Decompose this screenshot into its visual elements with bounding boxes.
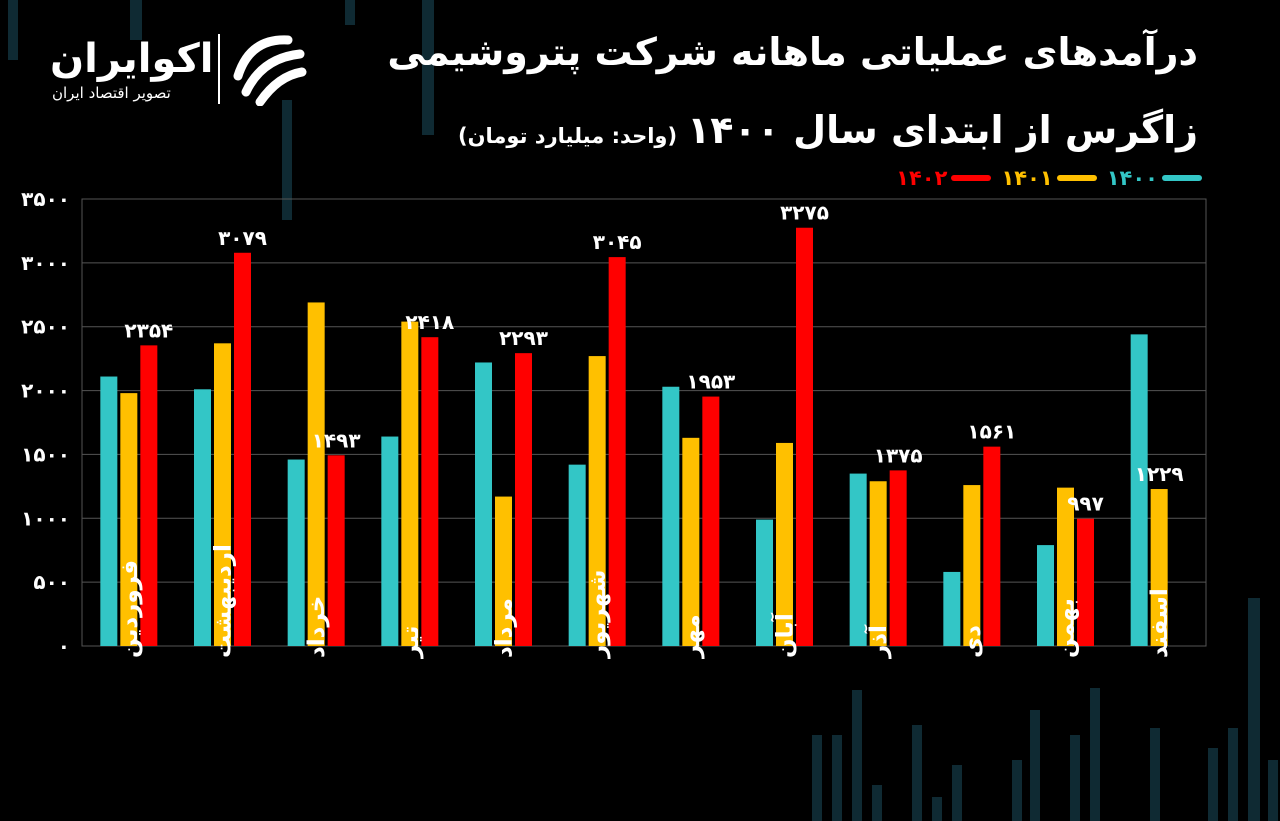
bar-۱۴۰۲-0 [140,345,158,646]
x-category-label: بهمن [1054,598,1080,658]
bar-۱۴۰۱-10 [1057,487,1074,646]
bar-۱۴۰۲-8 [889,470,907,646]
bar-۱۴۰۰-3 [381,436,399,646]
x-category-label: اسفند [1147,588,1173,658]
bar-۱۴۰۰-4 [475,362,492,646]
bar-۱۴۰۰-0 [100,376,118,646]
bar-۱۴۰۰-6 [662,386,680,646]
bar-۱۴۰۲-2 [327,455,345,646]
legend-swatch-1401 [1056,175,1097,181]
bar-۱۴۰۲-1 [234,252,251,647]
data-label: ۲۲۹۳ [499,326,548,350]
bar-۱۴۰۱-8 [869,481,887,646]
bar-۱۴۰۰-2 [287,459,305,646]
bar-۱۴۰۰-1 [194,389,211,646]
legend-label-1400: ۱۴۰۰ [1106,166,1158,190]
y-tick-label: ۵۰۰ [33,570,70,594]
x-category-label: فروردین [117,560,143,658]
data-label: ۳۰۴۵ [593,230,642,254]
ecoiran-logo-icon [233,35,307,106]
data-label: ۱۵۶۱ [967,420,1016,444]
data-label: ۱۲۲۹ [1135,462,1184,486]
bar-۱۴۰۱-1 [214,343,231,646]
data-label: ۳۲۷۵ [780,201,829,225]
x-category-label: اردیبهشت [211,544,237,658]
bar-۱۴۰۱-4 [495,496,512,646]
y-tick-label: ۱۵۰۰ [21,442,70,466]
bar-۱۴۰۰-10 [1037,545,1054,646]
bar-۱۴۰۱-2 [307,302,325,646]
bar-۱۴۰۱-11 [1150,489,1168,646]
bar-۱۴۰۲-3 [421,337,439,646]
data-label: ۲۴۱۸ [405,310,454,334]
data-label: ۲۳۵۴ [124,318,173,342]
bar-۱۴۰۰-7 [756,519,773,646]
x-category-label: مهر [679,614,705,659]
data-label: ۹۹۷ [1067,492,1104,516]
legend-swatch-1402 [951,175,992,181]
logo-divider [218,34,220,104]
data-label: ۳۰۷۹ [218,226,267,250]
x-category-label: دی [960,625,986,658]
x-category-label: خرداد [304,596,330,658]
bar-۱۴۰۱-7 [776,442,793,646]
chart-title: درآمدهای عملیاتی ماهانه شرکت پتروشیمی [387,30,1198,74]
bar-۱۴۰۱-0 [120,393,138,646]
logo-name: اکوایران [50,36,214,82]
y-tick-label: ۳۵۰۰ [21,187,70,211]
legend-item-1400: ۱۴۰۰ [1107,166,1202,190]
bar-۱۴۰۰-11 [1130,334,1148,646]
x-category-label: آبان [770,612,799,658]
bar-۱۴۰۱-3 [401,321,419,646]
y-tick-label: ۲۵۰۰ [21,315,70,339]
y-tick-label: ۳۰۰۰ [21,251,70,275]
bar-۱۴۰۰-5 [568,464,586,646]
bar-۱۴۰۲-6 [702,396,720,646]
x-category-label: تیر [398,626,424,659]
data-label: ۱۹۵۳ [686,370,735,394]
bar-۱۴۰۲-7 [796,227,813,646]
bar-۱۴۰۲-5 [608,257,626,646]
y-tick-label: ۲۰۰۰ [21,379,70,403]
legend-item-1402: ۱۴۰۲ [896,166,992,190]
legend-swatch-1400 [1162,175,1202,181]
data-label: ۱۳۷۵ [874,443,923,467]
y-tick-label: ۰ [58,634,70,658]
bar-۱۴۰۱-6 [682,437,700,646]
chart-subtitle: زاگرس از ابتدای سال ۱۴۰۰ (واحد: میلیارد ت… [458,108,1198,152]
subtitle-text: زاگرس از ابتدای سال ۱۴۰۰ [687,108,1198,152]
bar-۱۴۰۲-10 [1077,518,1094,646]
legend-item-1401: ۱۴۰۱ [1001,166,1097,190]
bar-۱۴۰۱-5 [588,356,606,646]
legend-label-1401: ۱۴۰۱ [1001,166,1053,190]
bar-۱۴۰۰-8 [849,473,867,646]
legend: ۱۴۰۰ ۱۴۰۱ ۱۴۰۲ [896,163,1202,193]
unit-note: (واحد: میلیارد تومان) [458,124,678,148]
x-category-label: مرداد [492,598,518,658]
y-tick-label: ۱۰۰۰ [21,506,70,530]
x-category-label: آذر [863,624,892,659]
bar-۱۴۰۲-4 [515,353,532,646]
bar-۱۴۰۱-9 [963,485,981,646]
logo-tagline: تصویر اقتصاد ایران [52,84,171,102]
legend-label-1402: ۱۴۰۲ [896,166,948,190]
x-category-label: شهریور [585,570,611,659]
bar-۱۴۰۲-9 [983,446,1001,646]
bar-۱۴۰۰-9 [943,571,961,646]
data-label: ۱۴۹۳ [312,428,361,452]
